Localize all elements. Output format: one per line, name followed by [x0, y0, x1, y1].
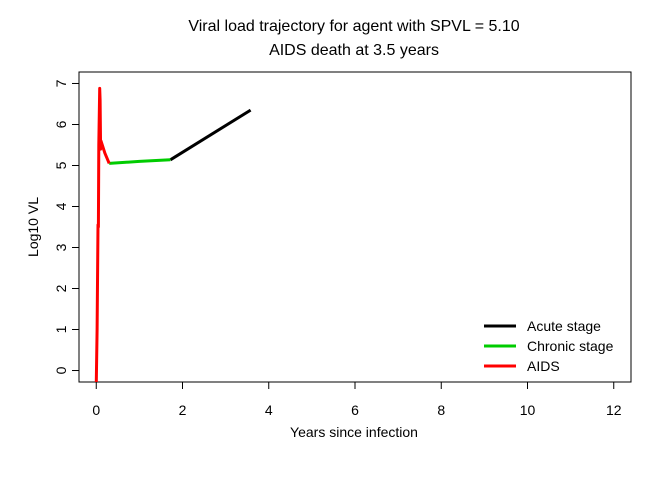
x-tick-label: 10: [520, 402, 536, 418]
plot-box: [78, 71, 632, 383]
x-tick-label: 12: [606, 402, 622, 418]
y-tick-label: 5: [53, 161, 69, 169]
x-tick-label: 0: [92, 402, 100, 418]
x-tick-label: 6: [351, 402, 359, 418]
y-tick-label: 6: [53, 120, 69, 128]
y-axis-label: Log10 VL: [25, 197, 41, 257]
y-tick-label: 0: [53, 366, 69, 374]
legend: Acute stage Chronic stage AIDS: [484, 318, 614, 374]
y-tick-label: 7: [53, 79, 69, 87]
x-tick-label: 2: [179, 402, 187, 418]
chart-title: Viral load trajectory for agent with SPV…: [188, 18, 519, 35]
series-line-acute-stage: [169, 108, 252, 162]
x-tick-label: 4: [265, 402, 273, 418]
y-tick-label: 1: [53, 325, 69, 333]
series-lines: [94, 86, 252, 383]
legend-label: Chronic stage: [527, 338, 614, 354]
x-axis: 0 2 4 6 8 10 12: [92, 381, 622, 418]
y-tick-label: 4: [53, 202, 69, 210]
x-tick-label: 8: [437, 402, 445, 418]
chart-subtitle: AIDS death at 3.5 years: [269, 42, 439, 59]
series-line-chronic-stage: [109, 158, 171, 165]
y-tick-label: 3: [53, 243, 69, 251]
y-tick-label: 2: [53, 284, 69, 292]
y-axis: 0 1 2 3 4 5 6 7: [53, 79, 80, 374]
legend-label: Acute stage: [527, 318, 601, 334]
legend-label: AIDS: [527, 358, 560, 374]
x-axis-label: Years since infection: [290, 424, 418, 440]
series-line-aids: [94, 86, 111, 383]
